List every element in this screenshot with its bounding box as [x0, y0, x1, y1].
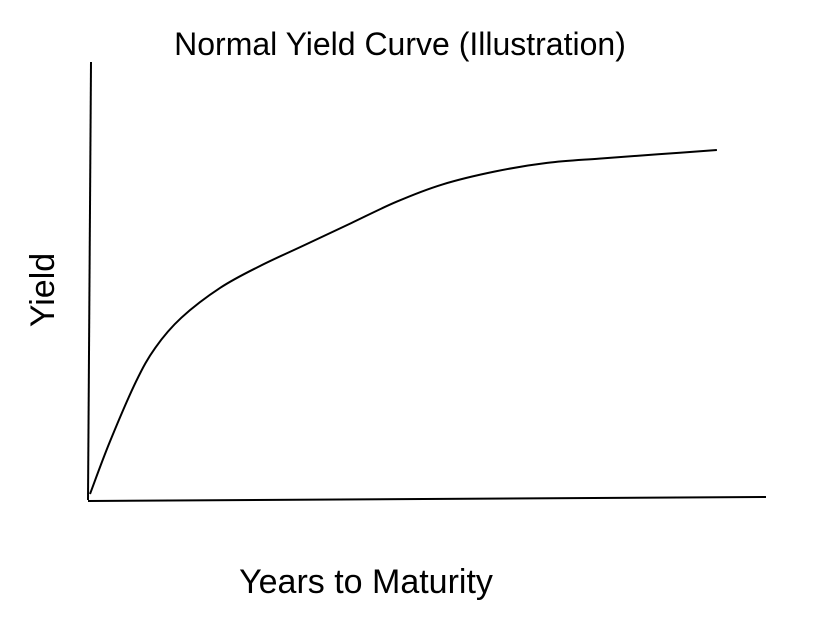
- y-axis-label: Yield: [24, 253, 62, 327]
- y-axis-line: [87, 61, 92, 501]
- chart-title: Normal Yield Curve (Illustration): [174, 26, 626, 62]
- x-axis-label: Years to Maturity: [239, 563, 493, 601]
- x-axis-line: [87, 496, 767, 502]
- yield-curve-line: [89, 149, 717, 495]
